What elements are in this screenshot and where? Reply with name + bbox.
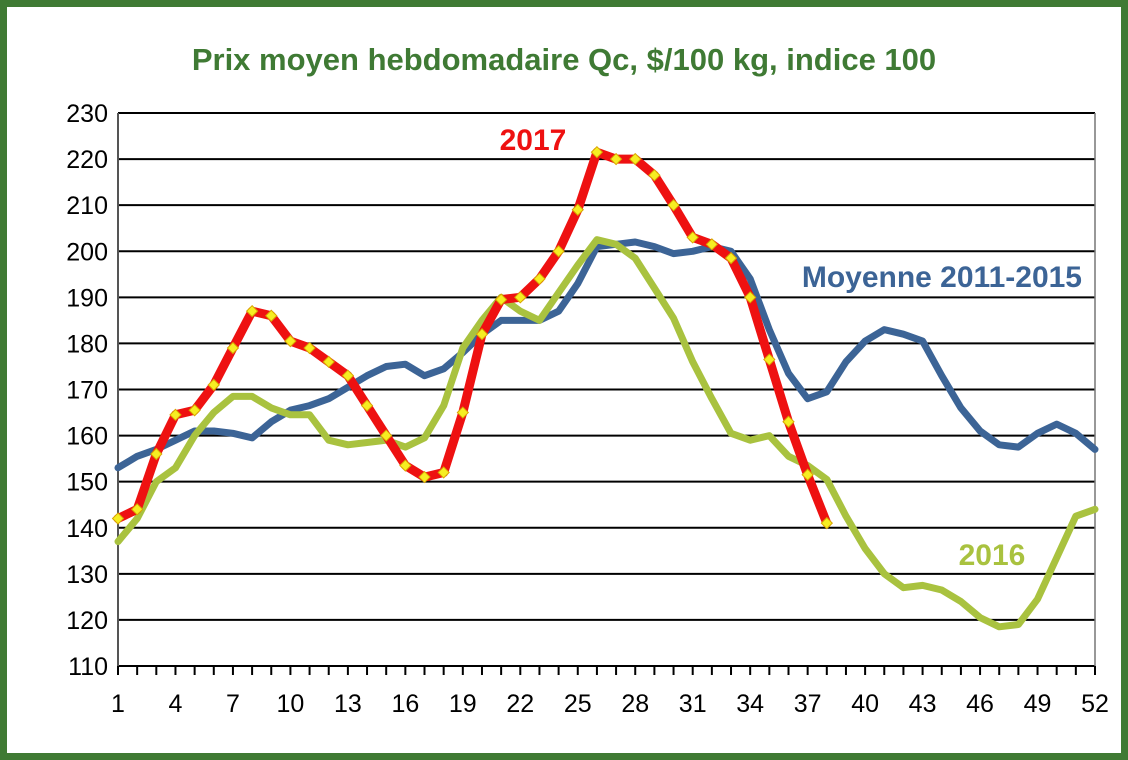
y-tick-label: 120	[66, 607, 108, 635]
data-point-2017	[245, 304, 259, 318]
y-tick-label: 110	[68, 653, 108, 681]
x-tick-label: 43	[909, 690, 937, 718]
data-point-2017	[130, 503, 144, 516]
data-point-2017	[341, 369, 355, 382]
data-point-2017	[494, 293, 508, 306]
data-point-2017	[609, 152, 623, 166]
y-tick-label: 220	[66, 146, 108, 174]
data-point-2017	[207, 378, 220, 392]
x-tick-label: 25	[564, 690, 592, 718]
y-tick-label: 190	[66, 284, 108, 312]
data-point-2017	[379, 429, 393, 442]
y-tick-label: 140	[66, 515, 108, 543]
x-tick-label: 31	[679, 690, 707, 718]
series-labels: Moyenne 2011-2015 2016 2017	[500, 124, 1082, 572]
data-point-2017	[514, 291, 527, 304]
x-tick-label: 49	[1024, 690, 1052, 718]
data-point-2017	[533, 272, 546, 286]
gridlines	[118, 112, 1095, 667]
x-tick-label: 22	[506, 690, 534, 718]
data-point-2017	[571, 203, 584, 216]
series-label-2017: 2017	[500, 124, 567, 157]
data-point-2017	[801, 468, 814, 481]
series-line-2016	[114, 236, 1099, 631]
data-point-2017	[648, 169, 661, 182]
x-tick-label: 19	[449, 690, 477, 718]
data-point-2017	[820, 516, 834, 530]
x-tick-label: 16	[391, 690, 419, 718]
data-point-2017	[322, 355, 335, 369]
y-tick-label: 150	[66, 469, 108, 497]
data-point-2017	[724, 251, 738, 265]
x-tick-label: 10	[277, 690, 305, 718]
x-tick-label: 46	[966, 690, 994, 718]
x-tick-label: 34	[736, 690, 764, 718]
data-point-2017	[743, 291, 757, 304]
chart-title: Prix moyen hebdomadaire Qc, $/100 kg, in…	[191, 42, 937, 77]
data-point-2017	[169, 408, 182, 422]
x-tick-label: 28	[621, 690, 649, 718]
x-tick-label: 4	[169, 690, 183, 718]
data-point-2017	[590, 145, 604, 159]
data-point-2017	[475, 327, 489, 341]
y-tick-label: 210	[66, 192, 108, 220]
data-point-2017	[399, 459, 412, 472]
x-tick-label: 13	[334, 690, 362, 718]
x-tick-label: 7	[226, 690, 240, 718]
data-point-2017	[667, 198, 680, 212]
y-tick-label: 160	[66, 423, 108, 451]
data-point-2017	[686, 231, 699, 244]
data-point-2017	[111, 512, 125, 525]
data-point-2017	[629, 152, 642, 166]
data-point-2017	[265, 309, 278, 322]
y-tick-label: 180	[66, 330, 108, 358]
axes: 1101201301401501601701801902002102202301…	[66, 100, 1109, 718]
data-point-2017	[226, 341, 240, 355]
data-point-2017	[552, 245, 565, 258]
series-label-moyenne-2011-2015: Moyenne 2011-2015	[802, 261, 1082, 294]
data-point-2017	[705, 238, 719, 251]
y-tick-label: 130	[66, 561, 108, 589]
y-tick-label: 230	[66, 100, 108, 128]
x-tick-label: 52	[1081, 690, 1109, 718]
data-point-2017	[418, 470, 431, 484]
series-markers	[111, 145, 834, 530]
data-point-2017	[782, 415, 795, 428]
data-point-2017	[303, 341, 316, 355]
y-tick-label: 170	[66, 377, 108, 405]
data-point-2017	[150, 447, 163, 461]
x-tick-label: 37	[794, 690, 822, 718]
data-point-2017	[188, 404, 201, 417]
data-point-2017	[284, 334, 297, 348]
data-point-2017	[763, 353, 776, 366]
series-label-2016: 2016	[959, 539, 1026, 572]
data-point-2017	[360, 399, 374, 412]
data-point-2017	[437, 466, 450, 479]
data-point-2017	[456, 406, 470, 419]
x-tick-label: 40	[851, 690, 879, 718]
x-tick-label: 1	[111, 690, 125, 718]
y-tick-label: 200	[66, 238, 108, 266]
